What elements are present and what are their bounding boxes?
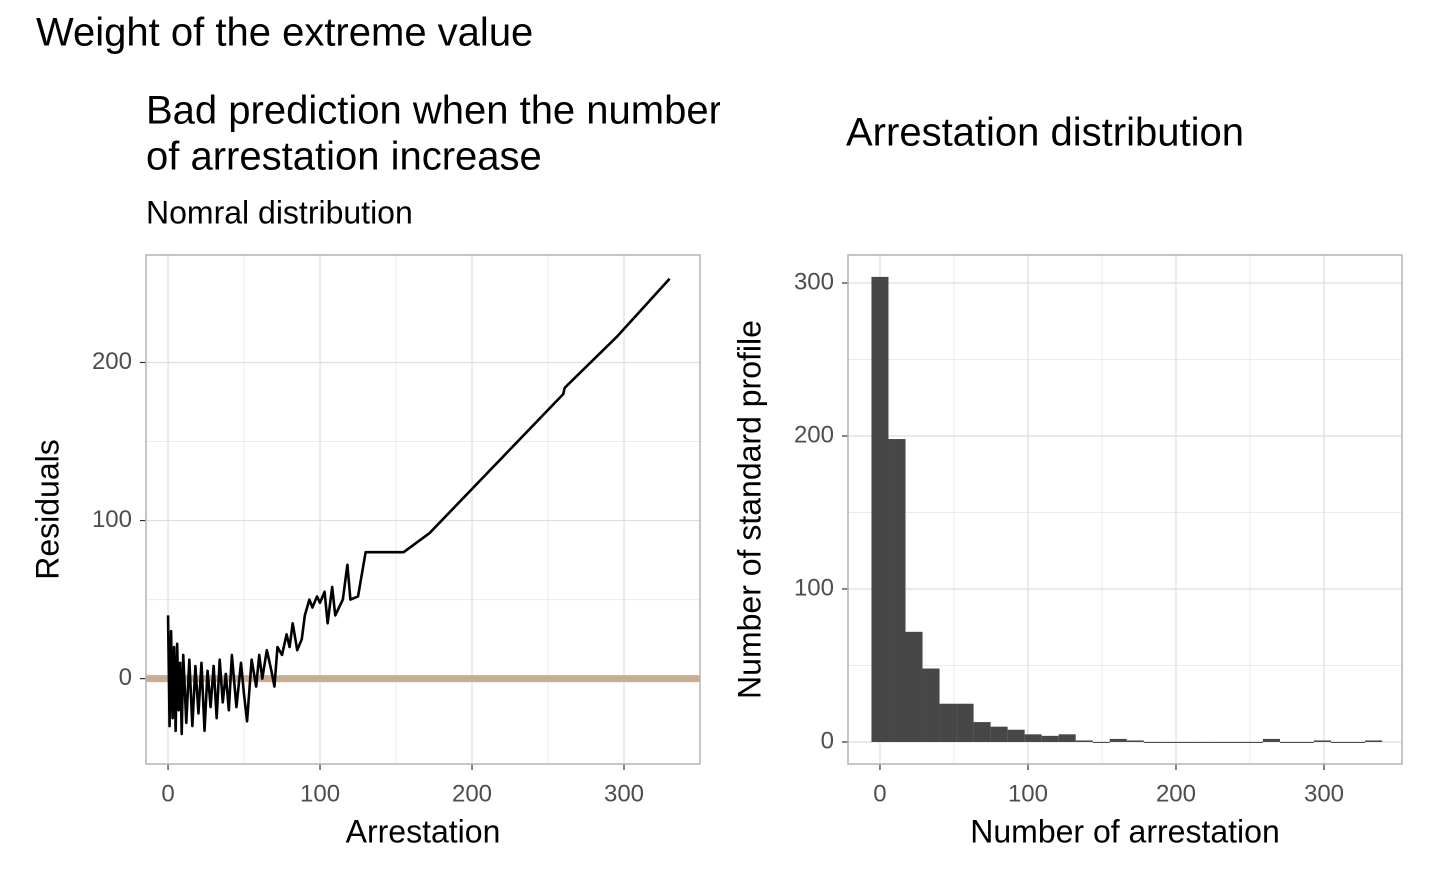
histogram-bar	[956, 703, 974, 742]
histogram-bar	[1024, 734, 1042, 742]
histogram-bar	[1331, 741, 1349, 743]
x-tick-label: 0	[873, 780, 886, 807]
panel-border	[847, 254, 1403, 765]
histogram-bar	[1228, 741, 1246, 743]
histogram-bar	[990, 726, 1008, 742]
y-axis-title: Number of standard profile	[731, 320, 767, 699]
histogram-bar	[1177, 741, 1195, 743]
histogram-bar	[1279, 741, 1297, 743]
y-tick-label: 300	[794, 268, 834, 295]
histogram-bar	[922, 668, 940, 742]
x-tick-label: 200	[452, 780, 492, 807]
histogram-bar	[1211, 741, 1229, 743]
histogram-bar	[1348, 741, 1366, 743]
y-tick-label: 0	[821, 727, 834, 754]
panel-title: Bad prediction when the number	[146, 89, 722, 133]
x-axis-title: Number of arrestation	[970, 813, 1279, 849]
histogram-bar	[1160, 741, 1178, 743]
histogram-bar	[1194, 741, 1212, 743]
histogram-bar	[1262, 738, 1280, 742]
residual-line	[166, 277, 671, 736]
histogram-bar	[1365, 740, 1383, 742]
histogram-bar	[1143, 741, 1161, 743]
panel-subtitle: Nomral distribution	[146, 194, 413, 230]
y-tick-label: 100	[92, 506, 132, 533]
histogram-bar	[973, 722, 991, 742]
page-title: Weight of the extreme value	[36, 11, 533, 55]
panel-title: Arrestation distribution	[846, 111, 1244, 155]
histogram-bar	[1296, 741, 1315, 743]
histogram-bar	[1126, 740, 1144, 742]
y-axis-title: Residuals	[29, 439, 65, 580]
x-tick-label: 100	[300, 780, 340, 807]
histogram-bar	[1041, 735, 1059, 742]
y-tick-label: 200	[92, 348, 132, 375]
histogram-bar	[905, 631, 923, 742]
histogram-bar	[1058, 734, 1076, 742]
x-axis-title: Arrestation	[346, 813, 501, 849]
y-tick-label: 200	[794, 421, 834, 448]
histogram-bar	[1092, 741, 1110, 743]
x-tick-label: 0	[161, 780, 174, 807]
x-tick-label: 300	[1304, 780, 1344, 807]
histogram-bar	[939, 703, 957, 742]
histogram-bar	[1314, 740, 1332, 742]
y-tick-label: 100	[794, 574, 834, 601]
histogram-bar	[1007, 729, 1025, 742]
histogram-bar	[888, 439, 906, 742]
y-tick-label: 0	[119, 664, 132, 691]
histogram-bar	[1075, 740, 1093, 742]
histogram-bar	[1245, 741, 1263, 743]
x-tick-label: 100	[1008, 780, 1048, 807]
histogram-bar	[1109, 738, 1127, 742]
histogram-bar	[871, 276, 889, 742]
panel-border	[145, 254, 701, 765]
x-tick-label: 300	[604, 780, 644, 807]
x-tick-label: 200	[1156, 780, 1196, 807]
panel-title: of arrestation increase	[146, 135, 542, 179]
